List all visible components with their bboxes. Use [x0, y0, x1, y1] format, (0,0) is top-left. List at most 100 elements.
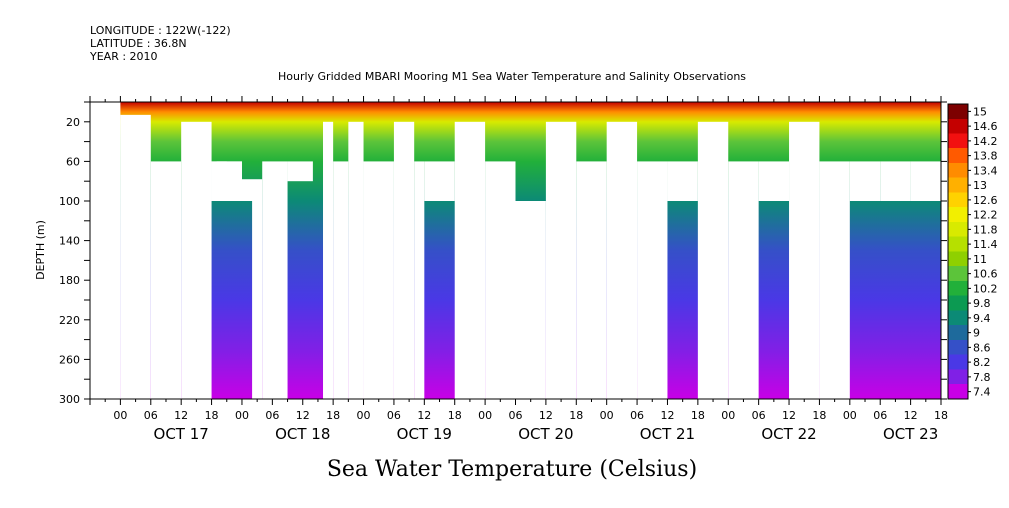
- x-tick-label: 00: [843, 409, 857, 422]
- colorbar-label: 13.4: [973, 164, 998, 177]
- x-tick-label: 12: [904, 409, 918, 422]
- y-axis: 20 60 100 140 180 220 260 300: [59, 101, 947, 406]
- y-tick-label: 100: [59, 195, 80, 208]
- data-gap: [545, 121, 577, 400]
- latitude-label: LATITUDE : 36.8N: [90, 37, 187, 50]
- data-gap: [728, 161, 759, 399]
- x-day-label: OCT 22: [761, 425, 816, 443]
- x-day-label: OCT 23: [883, 425, 938, 443]
- x-tick-label: 06: [265, 409, 279, 422]
- colorbar-label: 9.4: [973, 312, 991, 325]
- x-tick-label: 06: [752, 409, 766, 422]
- y-tick-label: 180: [59, 274, 80, 287]
- data-gap: [90, 102, 121, 399]
- colorbar-label: 8.2: [973, 356, 991, 369]
- x-tick-label: 06: [509, 409, 523, 422]
- x-tick-label: 12: [660, 409, 674, 422]
- data-gap: [393, 121, 415, 400]
- x-tick-label: 12: [296, 409, 310, 422]
- data-gap: [880, 161, 911, 201]
- data-gap: [758, 161, 790, 201]
- x-tick-label: 18: [205, 409, 219, 422]
- data-gap: [348, 121, 364, 400]
- x-tick-label: 12: [782, 409, 796, 422]
- y-tick-label: 300: [59, 393, 80, 406]
- x-tick-label: 06: [873, 409, 887, 422]
- colorbar-label: 9.8: [973, 297, 991, 310]
- data-gaps: [90, 102, 941, 400]
- colorbar-label: 15: [973, 105, 987, 118]
- colorbar-label: 14.2: [973, 135, 998, 148]
- data-gap: [697, 121, 729, 400]
- colorbar-swatch: [947, 103, 969, 400]
- colorbar-label: 14.6: [973, 120, 998, 133]
- data-gap: [150, 161, 182, 399]
- data-gap: [819, 161, 850, 399]
- x-tick-label: 18: [569, 409, 583, 422]
- data-gap: [181, 121, 212, 400]
- data-gap: [226, 179, 263, 201]
- data-gap: [262, 161, 288, 399]
- data-gap: [606, 121, 638, 400]
- data-gap: [910, 161, 941, 201]
- x-day-label: OCT 17: [154, 425, 209, 443]
- bottom-title: Sea Water Temperature (Celsius): [327, 457, 697, 482]
- colorbar-label: 11.8: [973, 223, 998, 236]
- colorbar-label: 8.6: [973, 341, 991, 354]
- x-tick-label: 18: [812, 409, 826, 422]
- x-tick-label: 18: [934, 409, 948, 422]
- data-gap: [323, 121, 334, 400]
- data-gap: [637, 161, 668, 399]
- data-gap: [120, 114, 151, 400]
- x-tick-label: 12: [174, 409, 188, 422]
- data-gap: [515, 201, 546, 399]
- data-gap: [454, 121, 486, 400]
- y-tick-label: 140: [59, 235, 80, 248]
- x-axis: 00 06 12 18 00 06 12 18 00 06 12 18 00 06 12 18 00 06 12 18…: [89, 96, 948, 443]
- x-tick-label: 06: [144, 409, 158, 422]
- data-gap: [849, 161, 881, 201]
- data-gap: [485, 161, 516, 399]
- x-day-label: OCT 21: [640, 425, 695, 443]
- colorbar-label: 10.2: [973, 282, 998, 295]
- colorbar-label: 12.6: [973, 194, 998, 207]
- data-gap: [287, 161, 313, 182]
- data-gap: [667, 161, 698, 201]
- x-day-label: OCT 19: [397, 425, 452, 443]
- x-tick-label: 06: [630, 409, 644, 422]
- x-day-label: OCT 20: [518, 425, 573, 443]
- data-gap: [363, 161, 394, 399]
- colorbar-label: 7.4: [973, 386, 991, 399]
- x-tick-label: 00: [113, 409, 127, 422]
- x-tick-label: 12: [417, 409, 431, 422]
- data-gap: [576, 161, 607, 399]
- colorbar-label: 9: [973, 327, 980, 340]
- colorbar-label: 13: [973, 179, 987, 192]
- y-axis-label: DEPTH (m): [34, 220, 47, 280]
- y-tick-label: 220: [59, 314, 80, 327]
- colorbar-label: 7.8: [973, 371, 991, 384]
- x-tick-label: 00: [600, 409, 614, 422]
- data-gap: [216, 161, 227, 201]
- year-label: YEAR : 2010: [89, 50, 158, 63]
- x-tick-label: 12: [539, 409, 553, 422]
- chart-title: Hourly Gridded MBARI Mooring M1 Sea Wate…: [278, 70, 746, 83]
- x-tick-label: 18: [691, 409, 705, 422]
- x-tick-label: 18: [326, 409, 340, 422]
- data-gap: [424, 161, 455, 201]
- x-tick-label: 00: [235, 409, 249, 422]
- x-tick-label: 18: [448, 409, 462, 422]
- colorbar: 15 14.6 14.2 13.813.4 13 12.6 12.211.8 11.4 11 10…: [947, 103, 998, 400]
- x-day-label: OCT 18: [275, 425, 330, 443]
- data-gap: [414, 161, 425, 399]
- colorbar-label: 11.4: [973, 238, 998, 251]
- data-gap: [333, 161, 349, 399]
- colorbar-label: 13.8: [973, 150, 998, 163]
- longitude-label: LONGITUDE : 122W(-122): [90, 24, 231, 37]
- x-tick-label: 06: [387, 409, 401, 422]
- data-gap: [252, 201, 263, 399]
- x-tick-label: 00: [478, 409, 492, 422]
- x-tick-label: 00: [721, 409, 735, 422]
